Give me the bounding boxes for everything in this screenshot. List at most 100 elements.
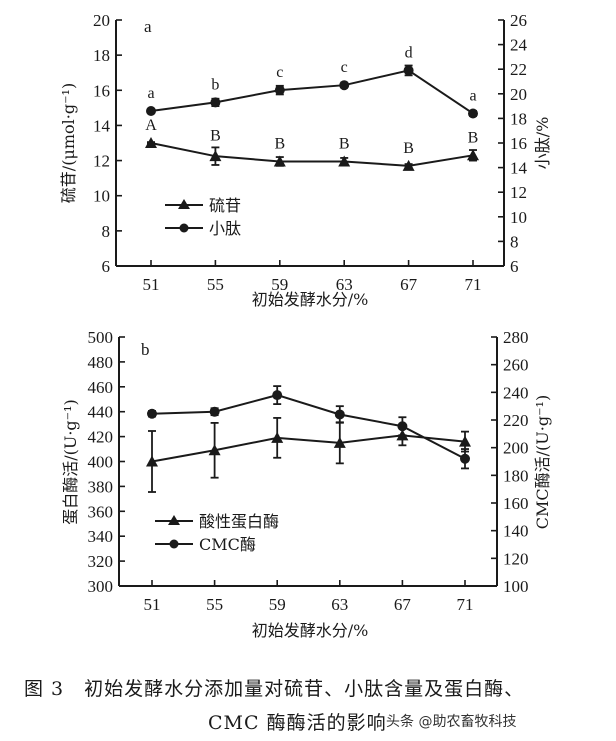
right-y-tick-label: 260 [503, 356, 529, 375]
right-y-tick-label: 10 [510, 208, 527, 227]
left-y-tick-label: 16 [93, 81, 110, 100]
significance-label: B [468, 129, 479, 146]
data-point-circle [339, 80, 350, 91]
right-y-tick-label: 160 [503, 494, 529, 513]
right-y-tick-label: 16 [510, 134, 527, 153]
data-point-circle [147, 408, 157, 419]
right-y-tick-label: 120 [503, 549, 529, 568]
x-axis-title: 初始发酵水分/% [252, 290, 369, 309]
right-y-tick-label: 12 [510, 183, 527, 202]
right-y-axis-title: 小肽/% [533, 117, 552, 170]
right-y-tick-label: 280 [503, 328, 529, 347]
series-circle: a b c c d a [146, 44, 478, 119]
data-point-triangle [146, 455, 158, 467]
x-axis-title: 初始发酵水分/% [252, 621, 369, 640]
series-circle [147, 385, 470, 470]
right-y-tick-label: 6 [510, 257, 519, 276]
x-tick-label: 55 [206, 595, 223, 614]
x-tick-label: 59 [269, 595, 286, 614]
watermark: 头条 @助农畜牧科技 [386, 714, 517, 730]
data-point-triangle [273, 155, 286, 167]
x-tick-label: 55 [207, 275, 224, 294]
legend-marker-circle [179, 223, 189, 233]
data-point-triangle [338, 155, 351, 167]
figure-caption-line-2: CMC 酶酶活的影响 [208, 712, 387, 734]
panel-label: a [144, 17, 152, 36]
data-point-triangle [209, 150, 222, 162]
legend-label: 硫苷 [209, 196, 241, 215]
series-triangle: A B B B B B [145, 117, 479, 171]
significance-label: B [210, 127, 221, 144]
left-y-tick-label: 18 [93, 46, 110, 65]
data-point-triangle [467, 149, 479, 161]
data-point-circle [209, 406, 220, 417]
x-tick-label: 67 [394, 595, 412, 614]
legend-marker-triangle [168, 515, 180, 525]
right-y-tick-label: 180 [503, 466, 529, 485]
left-y-tick-label: 440 [88, 403, 114, 422]
legend-marker-triangle [178, 199, 190, 209]
left-y-tick-label: 12 [93, 152, 110, 171]
data-point-circle [460, 453, 470, 464]
right-y-tick-label: 240 [503, 383, 529, 402]
significance-label: a [469, 87, 476, 104]
right-y-tick-label: 200 [503, 439, 529, 458]
left-y-tick-label: 360 [88, 502, 114, 521]
data-point-circle [334, 409, 345, 420]
x-tick-label: 71 [465, 275, 482, 294]
chart-panel-a: 6 8 10 12 14 16 18 20 6 8 10 12 14 16 18 20 22 24 26 51 55 59… [59, 11, 552, 309]
legend-entry: CMC酶 [155, 535, 256, 554]
left-y-tick-label: 420 [88, 428, 114, 447]
right-y-axis-title: CMC酶活/(U·g⁻¹) [533, 395, 552, 529]
right-y-tick-label: 20 [510, 85, 527, 104]
left-y-tick-label: 500 [88, 328, 114, 347]
significance-label: a [147, 85, 154, 102]
left-y-tick-label: 400 [88, 453, 114, 472]
left-y-tick-label: 460 [88, 378, 114, 397]
data-point-circle [272, 390, 283, 401]
series-line [150, 142, 474, 167]
significance-label: B [274, 135, 285, 152]
data-point-triangle [402, 159, 415, 171]
legend-label: CMC酶 [199, 535, 256, 554]
right-y-tick-label: 220 [503, 411, 529, 430]
series-line [150, 69, 474, 115]
legend-label: 小肽 [209, 219, 241, 238]
left-y-tick-label: 20 [93, 11, 110, 30]
x-tick-label: 59 [271, 275, 288, 294]
left-y-axis-title: 蛋白酶活/(U·g⁻¹) [61, 399, 80, 525]
legend-entry: 硫苷 [165, 196, 241, 215]
left-y-tick-label: 480 [88, 353, 114, 372]
x-tick-label: 51 [143, 275, 160, 294]
right-y-tick-label: 140 [503, 522, 529, 541]
data-point-triangle [271, 431, 284, 443]
significance-label: B [339, 135, 350, 152]
data-point-circle [397, 421, 408, 432]
legend-entry: 酸性蛋白酶 [155, 512, 279, 531]
left-y-tick-label: 10 [93, 187, 110, 206]
significance-label: d [405, 44, 413, 61]
legend-entry: 小肽 [165, 219, 241, 238]
right-y-tick-label: 22 [510, 60, 527, 79]
left-y-tick-label: 380 [88, 477, 114, 496]
right-y-tick-label: 24 [510, 36, 528, 55]
data-point-circle [403, 65, 414, 76]
series-line [151, 434, 466, 463]
left-y-tick-label: 340 [88, 527, 114, 546]
data-point-triangle [145, 137, 157, 148]
panel-label: b [141, 340, 150, 359]
right-y-tick-label: 14 [510, 159, 528, 178]
data-point-circle [146, 106, 156, 117]
significance-label: B [403, 140, 414, 157]
data-point-triangle [333, 436, 346, 448]
significance-label: A [145, 117, 157, 134]
figure-caption-line-1: 图 3 初始发酵水分添加量对硫苷、小肽含量及蛋白酶、 [24, 678, 525, 700]
x-tick-label: 67 [400, 275, 418, 294]
data-point-triangle [459, 435, 471, 447]
left-y-tick-label: 320 [88, 552, 114, 571]
chart-panel-b: 300 320 340 360 380 400 420 440 460 480 500 100 120 1… [61, 328, 552, 640]
series-line [151, 394, 466, 460]
significance-label: b [211, 76, 219, 93]
series-triangle [146, 417, 471, 493]
